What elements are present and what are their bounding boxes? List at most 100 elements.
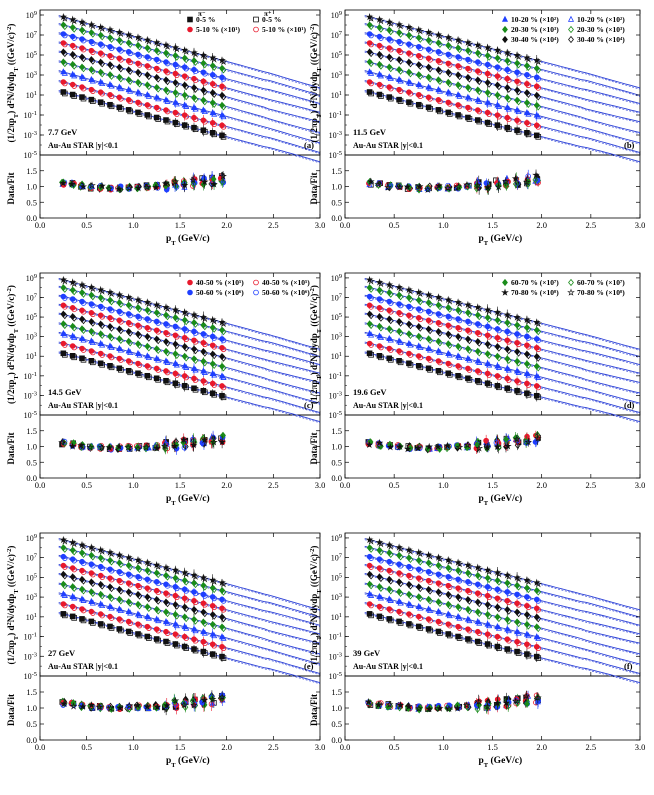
data-point [124, 30, 133, 39]
data-point [417, 567, 424, 574]
data-point [524, 129, 530, 136]
data-point [535, 634, 542, 641]
data-point [456, 334, 463, 342]
data-point [115, 550, 124, 559]
data-point [192, 637, 199, 644]
data-point [117, 587, 124, 595]
data-point [455, 559, 464, 568]
y-tick-label: 10-5 [24, 150, 37, 161]
data-point [174, 333, 180, 340]
x-tick-label: 3.0 [315, 742, 326, 752]
data-point [427, 336, 433, 345]
ratio-point [533, 434, 542, 442]
ratio-point [179, 435, 188, 444]
data-point [219, 392, 225, 399]
data-point [71, 93, 77, 99]
data-point [88, 618, 95, 625]
data-point [117, 597, 124, 605]
data-point [368, 295, 374, 301]
data-point [494, 122, 501, 128]
data-point [367, 537, 375, 545]
data-point [386, 282, 395, 290]
data-point [535, 588, 542, 596]
data-point [80, 607, 87, 614]
fit-curve [58, 15, 321, 89]
ratio-point [483, 438, 489, 444]
data-point [220, 134, 227, 140]
fit-curve [58, 279, 321, 351]
data-point [172, 307, 181, 315]
data-point [505, 338, 512, 345]
data-point [108, 354, 115, 361]
data-point [434, 553, 443, 561]
data-point [368, 304, 374, 310]
data-point [70, 16, 79, 25]
data-point [136, 53, 143, 59]
fit-curve [364, 565, 641, 636]
ratio-point [134, 444, 142, 453]
data-point [116, 104, 123, 111]
legend-label: 70-80 % (×10⁸) [511, 288, 559, 297]
collision-label: Au-Au STAR |y|<0.1 [48, 662, 118, 671]
data-point [435, 628, 442, 635]
data-point [464, 38, 472, 46]
data-point [465, 39, 474, 48]
data-point [505, 580, 512, 589]
legend-marker [568, 278, 574, 287]
ratio-point [153, 444, 161, 452]
legend-label: 5-10 % (×10¹) [196, 25, 241, 34]
data-point [436, 348, 443, 355]
y-tick-label: 10-1 [329, 631, 342, 642]
ratio-point [77, 441, 85, 449]
data-point [414, 25, 423, 34]
data-point [377, 72, 384, 79]
data-point [192, 647, 199, 654]
data-point [476, 599, 483, 608]
y-axis-title: (1/2πpT) d2N/dydpT ((GeV/c)-2) [6, 24, 20, 143]
ratio-point [105, 443, 114, 451]
data-point [79, 282, 88, 290]
data-point [444, 555, 453, 564]
data-point [152, 560, 161, 569]
data-point [211, 595, 217, 602]
data-point [387, 326, 394, 335]
y-tick-label: 101 [331, 90, 342, 101]
data-point [515, 88, 522, 96]
fit-curve [58, 556, 321, 627]
data-point [367, 14, 375, 22]
ratio-point [493, 439, 500, 446]
data-point [496, 327, 502, 334]
data-point [61, 49, 68, 58]
data-point [211, 351, 218, 360]
data-point [145, 344, 152, 352]
data-point [486, 121, 492, 127]
data-point [525, 585, 532, 594]
data-point [180, 46, 189, 54]
data-point [68, 15, 77, 23]
data-point [515, 601, 522, 608]
fit-curve [58, 33, 321, 106]
data-point [397, 67, 404, 75]
data-point [200, 314, 209, 323]
data-point [368, 612, 374, 619]
legend-marker [253, 16, 259, 23]
y-tick-label: 109 [331, 272, 342, 283]
data-point [466, 616, 473, 624]
data-point [378, 615, 384, 621]
data-point [406, 547, 415, 555]
data-point [397, 589, 404, 597]
data-point [395, 283, 403, 291]
data-point [427, 47, 433, 54]
y-tick-label: 10-3 [329, 651, 342, 662]
data-point [407, 90, 414, 97]
y-axis-title: (1/2πpT) d2N/dydpT ((GeV/c)-2) [309, 285, 323, 404]
data-point [525, 622, 532, 630]
data-point [466, 589, 473, 595]
data-point [127, 40, 134, 48]
data-point [524, 55, 533, 63]
ratio-point [219, 172, 227, 180]
fit-curve [364, 277, 641, 350]
y-tick-label: 109 [26, 532, 37, 543]
data-point [201, 359, 208, 367]
data-point [192, 617, 199, 625]
